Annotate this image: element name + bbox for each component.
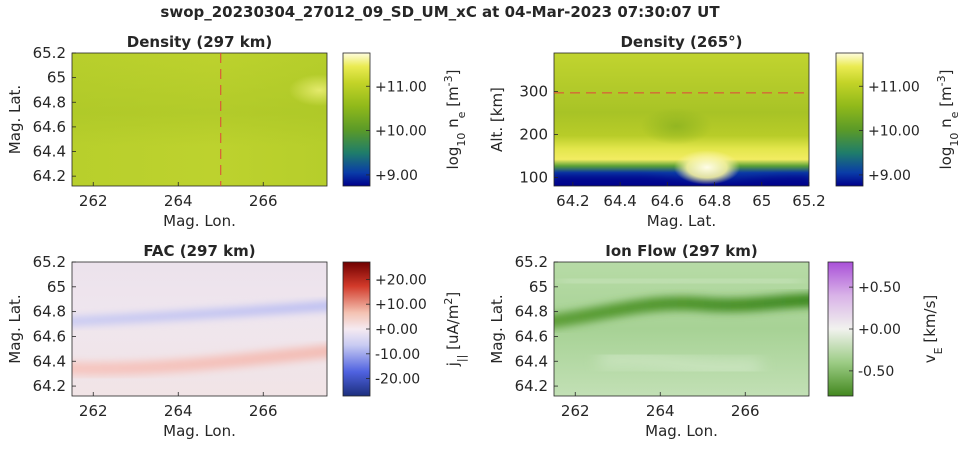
density-horizontal-colorbar-tick-label: +10.00: [375, 124, 427, 140]
density-horizontal-colorbar-label: log10 ne [m-3]: [442, 70, 468, 170]
density-horizontal-panel: Density (297 km) 262 264 266 64.2 64.4 64.6 64.…: [6, 33, 468, 230]
density-vertical-ytick-label: 200: [519, 126, 548, 144]
ion-flow-xtick-label: 262: [561, 402, 590, 420]
density-horizontal-xtick-label: 262: [79, 192, 108, 210]
fac-colorbar-tick-label: -10.00: [375, 347, 420, 363]
ion-flow-colorbar-tick-label: +0.00: [858, 322, 901, 338]
density-horizontal-colorbar-tick-label: +9.00: [375, 168, 418, 184]
density-vertical-xtick-label: 64.4: [603, 192, 636, 210]
density-horizontal-title: Density (297 km): [127, 33, 272, 51]
density-vertical-colorbar: +9.00 +10.00 +11.00 log10 ne [m-3]: [835, 52, 961, 187]
density-vertical-xlabel: Mag. Lat.: [647, 212, 716, 230]
density-horizontal-ytick-label: 65: [47, 69, 66, 87]
fac-title: FAC (297 km): [143, 242, 255, 260]
ion-flow-xlabel: Mag. Lon.: [645, 422, 718, 440]
fac-colorbar-tick-label: +10.00: [375, 297, 427, 313]
density-vertical-colorbar-label: log10 ne [m-3]: [935, 70, 961, 170]
fac-colorbar-tick-label: +20.00: [375, 272, 427, 288]
density-vertical-ytick-label: 100: [519, 168, 548, 186]
density-vertical-colorbar-tick-label: +11.00: [868, 79, 920, 95]
density-horizontal-colorbar-tick-label: +11.00: [375, 79, 427, 95]
density-horizontal-ylabel: Mag. Lat.: [6, 85, 24, 154]
density-vertical-xtick-label: 65.2: [792, 192, 825, 210]
ion-flow-plot-frame: [553, 261, 810, 397]
ion-flow-colorbar-tick-label: -0.50: [858, 364, 894, 380]
density-horizontal-plot-frame: [71, 52, 328, 187]
fac-xtick-label: 266: [249, 402, 278, 420]
density-horizontal-ytick-label: 64.6: [33, 118, 66, 136]
fac-plot-frame: [71, 261, 328, 397]
density-vertical-heatmap: [554, 53, 809, 186]
fac-heatmap: [72, 262, 327, 396]
ion-flow-ytick-label: 65.2: [515, 253, 548, 271]
ion-flow-xtick-label: 264: [646, 402, 675, 420]
fac-xtick-label: 262: [79, 402, 108, 420]
density-vertical-xtick-label: 64.2: [556, 192, 589, 210]
fac-colorbar-tick-label: +0.00: [375, 322, 418, 338]
density-vertical-colorbar-tick-label: +10.00: [868, 124, 920, 140]
density-vertical-xtick-label: 64.8: [698, 192, 731, 210]
ion-flow-ytick-label: 64.8: [515, 303, 548, 321]
fac-ytick-label: 64.8: [33, 303, 66, 321]
density-horizontal-ytick-label: 64.8: [33, 93, 66, 111]
density-horizontal-xtick-label: 266: [249, 192, 278, 210]
density-horizontal-ytick-label: 65.2: [33, 44, 66, 62]
density-horizontal-xlabel: Mag. Lon.: [163, 212, 236, 230]
fac-colorbar-gradient: [342, 261, 371, 397]
density-horizontal-colorbar-gradient: [342, 52, 371, 187]
ion-flow-panel: Ion Flow (297 km) 262 264 266 64.2 64.4 64.6 64…: [488, 242, 945, 440]
figure-title: swop_20230304_27012_09_SD_UM_xC at 04-Ma…: [160, 3, 720, 21]
fac-colorbar: -20.00 -10.00 +0.00 +10.00 +20.00 j|| [uA/m2]: [342, 261, 468, 397]
density-horizontal-ytick-label: 64.4: [33, 143, 66, 161]
ion-flow-ytick-label: 65: [529, 278, 548, 296]
fac-colorbar-tick-label: -20.00: [375, 372, 420, 388]
fac-xlabel: Mag. Lon.: [163, 422, 236, 440]
ion-flow-colorbar-tick-label: +0.50: [858, 280, 901, 296]
density-horizontal-xtick-label: 264: [164, 192, 193, 210]
ion-flow-ytick-label: 64.2: [515, 377, 548, 395]
fac-panel: FAC (297 km) 262 264 266 64.2 64.4 64.6 64.8 65 6…: [6, 242, 468, 440]
density-horizontal-colorbar: +9.00 +10.00 +11.00 log10 ne [m-3]: [342, 52, 468, 187]
density-vertical-ylabel: Alt. [km]: [488, 87, 506, 152]
ion-flow-title: Ion Flow (297 km): [605, 242, 757, 260]
fac-ytick-label: 64.4: [33, 352, 66, 370]
ion-flow-heatmap: [554, 262, 809, 396]
density-vertical-ytick-label: 300: [519, 83, 548, 101]
fac-ylabel: Mag. Lat.: [6, 294, 24, 363]
density-horizontal-ytick-label: 64.2: [33, 167, 66, 185]
density-vertical-title: Density (265°): [620, 33, 742, 51]
ion-flow-ytick-label: 64.4: [515, 352, 548, 370]
fac-xtick-label: 264: [164, 402, 193, 420]
fac-ytick-label: 64.2: [33, 377, 66, 395]
density-vertical-plot-frame: [553, 52, 810, 187]
ion-flow-colorbar-gradient: [827, 261, 854, 397]
ion-flow-xtick-label: 266: [731, 402, 760, 420]
ion-flow-colorbar: -0.50 +0.00 +0.50 vE [km/s]: [827, 261, 945, 397]
density-vertical-xtick-label: 64.6: [651, 192, 684, 210]
density-vertical-panel: Density (265°) 64.2 64.4 64.6 64.8 65 65.2 100 2…: [488, 33, 961, 230]
density-vertical-colorbar-gradient: [835, 52, 864, 187]
fac-ytick-label: 64.6: [33, 327, 66, 345]
fac-ytick-label: 65: [47, 278, 66, 296]
density-vertical-colorbar-tick-label: +9.00: [868, 168, 911, 184]
density-horizontal-heatmap: [72, 53, 327, 186]
density-vertical-xtick-label: 65: [752, 192, 771, 210]
ion-flow-ylabel: Mag. Lat.: [488, 294, 506, 363]
fac-ytick-label: 65.2: [33, 253, 66, 271]
ion-flow-ytick-label: 64.6: [515, 327, 548, 345]
fac-colorbar-label: j|| [uA/m2]: [442, 292, 468, 368]
ion-flow-colorbar-label: vE [km/s]: [921, 295, 945, 363]
